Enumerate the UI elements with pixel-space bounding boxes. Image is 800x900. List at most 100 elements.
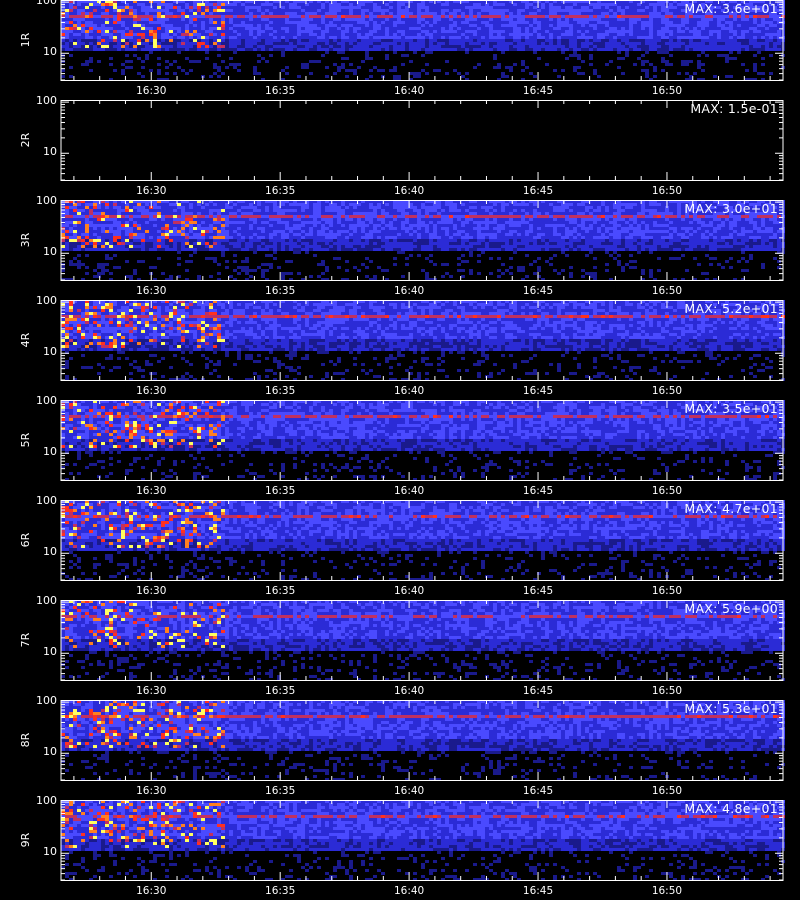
heatmap-cell: [249, 221, 253, 224]
heatmap-cell: [301, 209, 305, 212]
heatmap-cell: [665, 51, 669, 54]
heatmap-cell: [185, 269, 189, 272]
heatmap-cell: [605, 12, 609, 15]
heatmap-cell: [237, 42, 241, 45]
heatmap-cell: [181, 239, 185, 242]
heatmap-cell: [325, 75, 329, 78]
heatmap-cell: [169, 275, 173, 278]
heatmap-cell: [177, 18, 181, 21]
heatmap-cell: [761, 30, 765, 33]
heatmap-cell: [181, 21, 185, 24]
heatmap-cell: [325, 248, 329, 251]
heatmap-cell: [441, 15, 445, 18]
heatmap-cell: [193, 206, 197, 209]
heatmap-cell: [505, 42, 509, 45]
heatmap-cell: [429, 24, 433, 27]
heatmap-cell: [417, 15, 421, 18]
heatmap-cell: [337, 200, 341, 203]
heatmap-cell: [729, 24, 733, 27]
heatmap-cell: [293, 245, 297, 248]
heatmap-cell: [397, 33, 401, 36]
heatmap-cell: [257, 12, 261, 15]
heatmap-cell: [93, 18, 97, 21]
heatmap-cell: [105, 215, 109, 218]
heatmap-cell: [209, 27, 213, 30]
heatmap-cell: [425, 3, 429, 6]
heatmap-cell: [249, 36, 253, 39]
heatmap-cell: [765, 33, 769, 36]
heatmap-cell: [157, 48, 161, 51]
heatmap-cell: [705, 15, 709, 18]
heatmap-cell: [273, 0, 277, 3]
heatmap-cell: [145, 18, 149, 21]
heatmap-cell: [673, 24, 677, 27]
heatmap-cell: [121, 248, 125, 251]
spectrogram-plot: [60, 200, 785, 281]
heatmap-cell: [337, 39, 341, 42]
heatmap-cell: [477, 24, 481, 27]
heatmap-cell: [529, 0, 533, 3]
heatmap-cell: [249, 27, 253, 30]
heatmap-cell: [337, 51, 341, 54]
heatmap-cell: [185, 9, 189, 12]
heatmap-cell: [97, 224, 101, 227]
heatmap-cell: [265, 206, 269, 209]
heatmap-cell: [581, 9, 585, 12]
heatmap-cell: [273, 218, 277, 221]
heatmap-cell: [745, 45, 749, 48]
heatmap-cell: [733, 45, 737, 48]
heatmap-cell: [313, 209, 317, 212]
heatmap-cell: [261, 30, 265, 33]
heatmap-cell: [109, 15, 113, 18]
heatmap-cell: [533, 33, 537, 36]
heatmap-cell: [261, 275, 265, 278]
heatmap-cell: [77, 39, 81, 42]
heatmap-cell: [289, 24, 293, 27]
heatmap-cell: [341, 233, 345, 236]
heatmap-cell: [341, 33, 345, 36]
heatmap-cell: [365, 6, 369, 9]
heatmap-cell: [749, 21, 753, 24]
heatmap-cell: [513, 48, 517, 51]
heatmap-cell: [305, 45, 309, 48]
heatmap-cell: [561, 42, 565, 45]
heatmap-cell: [197, 12, 201, 15]
heatmap-cell: [89, 242, 93, 245]
heatmap-cell: [293, 218, 297, 221]
heatmap-cell: [201, 245, 205, 248]
heatmap-cell: [125, 212, 129, 215]
heatmap-cell: [129, 236, 133, 239]
heatmap-cell: [397, 27, 401, 30]
heatmap-cell: [393, 30, 397, 33]
heatmap-cell: [273, 245, 277, 248]
heatmap-cell: [165, 12, 169, 15]
heatmap-cell: [545, 36, 549, 39]
heatmap-cell: [553, 33, 557, 36]
heatmap-cell: [717, 24, 721, 27]
heatmap-cell: [725, 0, 729, 3]
heatmap-cell: [693, 21, 697, 24]
heatmap-cell: [321, 236, 325, 239]
heatmap-cell: [121, 12, 125, 15]
heatmap-cell: [329, 18, 333, 21]
heatmap-cell: [729, 45, 733, 48]
heatmap-cell: [397, 6, 401, 9]
heatmap-cell: [497, 6, 501, 9]
heatmap-cell: [621, 57, 625, 60]
heatmap-cell: [761, 45, 765, 48]
heatmap-cell: [69, 215, 73, 218]
heatmap-cell: [537, 33, 541, 36]
heatmap-cell: [317, 48, 321, 51]
heatmap-cell: [89, 245, 93, 248]
heatmap-cell: [525, 39, 529, 42]
heatmap-cell: [177, 206, 181, 209]
heatmap-cell: [653, 15, 657, 18]
heatmap-cell: [633, 6, 637, 9]
heatmap-cell: [313, 3, 317, 6]
heatmap-cell: [237, 215, 241, 218]
heatmap-cell: [261, 9, 265, 12]
heatmap-cell: [677, 24, 681, 27]
heatmap-cell: [109, 200, 113, 203]
heatmap-cell: [309, 200, 313, 203]
heatmap-cell: [509, 48, 513, 51]
